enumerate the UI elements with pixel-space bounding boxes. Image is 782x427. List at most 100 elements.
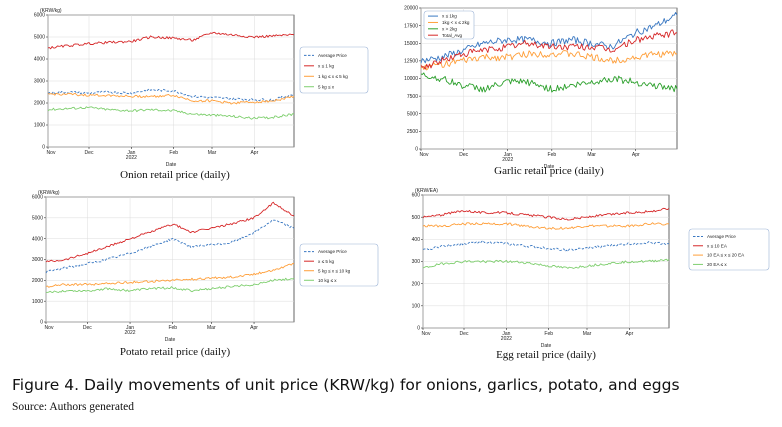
series-line-0	[47, 88, 295, 102]
y-axis-label: (KRW/kg)	[38, 190, 60, 196]
y-tick-label: 1000	[34, 123, 45, 129]
figure-source: Source: Authors generated	[12, 401, 134, 413]
x-tick-label: Jan	[126, 325, 134, 331]
x-axis-label: Date	[165, 337, 176, 343]
x-tick-label: Jan	[127, 150, 135, 156]
legend-label: x > 2kg	[442, 26, 457, 31]
x-tick-label: Apr	[625, 331, 633, 337]
legend-label: x ≤ 10 EA	[707, 243, 728, 248]
series-line-0	[45, 219, 295, 274]
legend-label: Average Price	[318, 249, 347, 254]
x-tick-label: 2022	[124, 330, 135, 336]
chart-title: Garlic retail price (daily)	[494, 165, 604, 177]
x-tick-label: Mar	[208, 150, 217, 156]
y-axis-label: (KRW/kg)	[40, 8, 62, 14]
legend-label: 10 EA ≤ x ≤ 20 EA	[707, 253, 745, 258]
legend-box	[299, 243, 379, 287]
figure-caption: Figure 4. Daily movements of unit price …	[12, 376, 680, 394]
y-tick-label: 500	[412, 215, 421, 221]
legend-label: 1kg < x ≤ 2kg	[442, 20, 470, 25]
x-tick-label: Dec	[85, 150, 94, 156]
x-tick-label: Nov	[420, 152, 429, 158]
y-tick-label: 6000	[32, 195, 43, 201]
y-tick-label: 3000	[32, 257, 43, 263]
series-line-3	[47, 106, 295, 120]
series-line-1	[422, 207, 670, 221]
x-tick-label: 2022	[502, 157, 513, 163]
legend-label: Total_Avg	[442, 33, 463, 38]
legend-label: 20 EA ≤ x	[707, 262, 727, 267]
y-tick-label: 4000	[34, 57, 45, 63]
x-tick-label: Apr	[250, 150, 258, 156]
y-tick-label: 400	[412, 237, 421, 243]
chart-title: Egg retail price (daily)	[496, 349, 596, 361]
y-tick-label: 0	[417, 326, 420, 332]
y-tick-label: 2000	[32, 278, 43, 284]
x-tick-label: Dec	[459, 152, 468, 158]
legend-label: x ≤ 1kg	[442, 14, 457, 19]
y-tick-label: 200	[412, 281, 421, 287]
legend-label: 10 kg ≤ x	[318, 278, 337, 283]
y-tick-label: 17500	[404, 23, 418, 29]
legend-label: x ≤ 1 kg	[318, 63, 334, 68]
series-line-3	[45, 277, 295, 293]
y-tick-label: 15000	[404, 41, 418, 47]
x-tick-label: 2022	[501, 336, 512, 342]
y-tick-label: 3000	[34, 79, 45, 85]
x-tick-label: Mar	[583, 331, 592, 337]
series-line-2	[47, 92, 295, 105]
series-line-1	[47, 31, 295, 50]
y-tick-label: 300	[412, 259, 421, 265]
legend-label: 5 kg ≤ x	[318, 84, 335, 89]
x-tick-label: Feb	[544, 331, 553, 337]
y-tick-label: 20000	[404, 6, 418, 12]
legend-box	[423, 10, 475, 40]
y-tick-label: 2500	[407, 129, 418, 135]
x-tick-label: Feb	[169, 150, 178, 156]
legend-box	[299, 46, 369, 94]
x-tick-label: Mar	[587, 152, 596, 158]
chart-1: 0 2500 5000 7500 10000 12500 15000 17500 20000 No…	[404, 6, 678, 177]
y-tick-label: 5000	[407, 111, 418, 117]
chart-title: Potato retail price (daily)	[120, 346, 231, 358]
x-axis-label: Date	[544, 164, 555, 170]
series-line-3	[422, 258, 670, 269]
y-axis-label: (KRW/EA)	[415, 188, 438, 194]
y-tick-label: 0	[40, 320, 43, 326]
y-tick-label: 10000	[404, 76, 418, 82]
y-tick-label: 0	[42, 145, 45, 151]
y-tick-label: 100	[412, 304, 421, 310]
x-tick-label: Jan	[504, 152, 512, 158]
x-tick-label: Nov	[422, 331, 431, 337]
legend-label: Average Price	[707, 234, 736, 239]
x-tick-label: Nov	[47, 150, 56, 156]
series-line-2	[422, 222, 670, 230]
y-tick-label: 5000	[32, 216, 43, 222]
legend-label: x ≤ 5 kg	[318, 259, 334, 264]
x-tick-label: Mar	[207, 325, 216, 331]
legend-label: 5 kg ≤ x ≤ 10 kg	[318, 268, 351, 273]
y-tick-label: 1000	[32, 299, 43, 305]
series-line-3	[420, 29, 678, 70]
y-tick-label: 0	[415, 147, 418, 153]
x-tick-label: Feb	[168, 325, 177, 331]
x-tick-label: Nov	[45, 325, 54, 331]
series-line-2	[45, 263, 295, 288]
y-tick-label: 7500	[407, 94, 418, 100]
x-tick-label: 2022	[126, 155, 137, 161]
x-tick-label: Jan	[502, 331, 510, 337]
series-line-0	[420, 12, 678, 64]
y-tick-label: 12500	[404, 59, 418, 65]
y-tick-label: 4000	[32, 236, 43, 242]
x-tick-label: Dec	[83, 325, 92, 331]
y-tick-label: 2000	[34, 101, 45, 107]
series-line-0	[422, 240, 670, 252]
series-line-1	[420, 50, 678, 71]
x-tick-label: Apr	[250, 325, 258, 331]
legend-label: 1 kg ≤ x ≤ 5 kg	[318, 74, 348, 79]
series-line-2	[420, 72, 678, 93]
